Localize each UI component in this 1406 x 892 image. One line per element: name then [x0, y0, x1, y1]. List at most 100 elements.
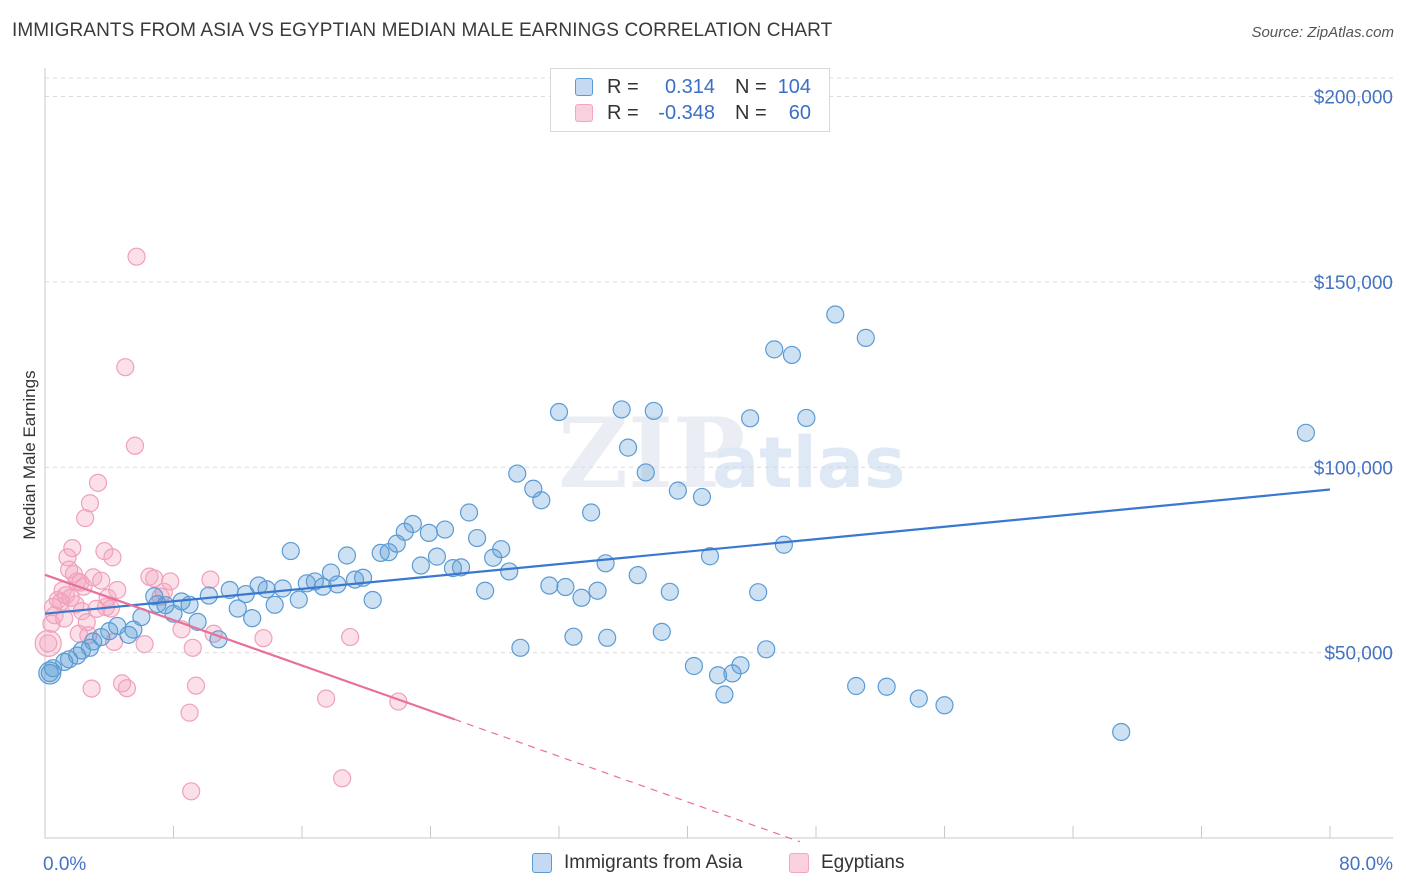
- point-immigrants-from-asia: [700, 547, 720, 566]
- bottom-legend-swatch-pink: [789, 853, 809, 873]
- point-immigrants-from-asia: [289, 590, 308, 609]
- point-egyptians: [161, 572, 180, 591]
- point-immigrants-from-asia: [797, 408, 816, 428]
- point-immigrants-from-asia: [321, 563, 341, 582]
- bottom-legend-label-asia: Immigrants from Asia: [564, 852, 743, 873]
- point-immigrants-from-asia: [596, 554, 615, 573]
- legend-n-label: N =: [735, 75, 767, 98]
- point-immigrants-from-asia: [628, 566, 647, 585]
- point-immigrants-from-asia: [43, 659, 63, 678]
- legend-r-value: -0.348: [658, 101, 715, 124]
- chart-title: IMMIGRANTS FROM ASIA VS EGYPTIAN MEDIAN …: [12, 20, 833, 41]
- y-tick-label: $100,000: [1314, 458, 1393, 479]
- point-egyptians: [80, 494, 100, 513]
- point-immigrants-from-asia: [909, 689, 928, 708]
- point-immigrants-from-asia: [826, 305, 845, 324]
- y-tick-label: $200,000: [1314, 88, 1393, 109]
- point-immigrants-from-asia: [572, 588, 591, 607]
- legend-r-label: R =: [607, 101, 639, 124]
- point-immigrants-from-asia: [265, 595, 284, 614]
- point-egyptians: [39, 634, 58, 653]
- correlation-legend: R = 0.314 N = 104 R = -0.348 N = 60: [550, 68, 830, 132]
- legend-row-egyptians: R = -0.348 N = 60: [575, 101, 811, 125]
- point-immigrants-from-asia: [684, 656, 704, 676]
- y-tick-label: $150,000: [1314, 273, 1393, 294]
- point-immigrants-from-asia: [692, 487, 712, 507]
- point-immigrants-from-asia: [427, 547, 447, 566]
- trendlines: [44, 488, 1331, 843]
- bottom-legend-asia[interactable]: Immigrants from Asia: [532, 852, 742, 874]
- watermark: ZIP atlas: [558, 397, 906, 510]
- point-immigrants-from-asia: [467, 528, 487, 548]
- legend-n-label: N =: [735, 101, 767, 124]
- point-egyptians: [108, 580, 127, 600]
- point-egyptians: [63, 538, 82, 558]
- point-egyptians: [182, 782, 201, 801]
- point-immigrants-from-asia: [243, 609, 262, 628]
- point-immigrants-from-asia: [1112, 722, 1131, 742]
- point-immigrants-from-asia: [257, 580, 276, 599]
- legend-row-asia: R = 0.314 N = 104: [575, 75, 811, 99]
- point-immigrants-from-asia: [935, 696, 954, 715]
- point-immigrants-from-asia: [582, 503, 601, 522]
- point-immigrants-from-asia: [549, 402, 569, 422]
- point-immigrants-from-asia: [281, 541, 300, 561]
- bottom-legend-swatch-blue: [532, 853, 552, 873]
- point-immigrants-from-asia: [228, 599, 247, 618]
- y-tick-label: $50,000: [1324, 644, 1393, 665]
- point-egyptians: [92, 571, 111, 590]
- point-egyptians: [125, 436, 145, 455]
- point-egyptians: [82, 679, 101, 698]
- bottom-legend-egyptians[interactable]: Egyptians: [789, 852, 904, 874]
- point-egyptians: [88, 473, 108, 492]
- point-egyptians: [34, 629, 62, 657]
- trendline-egyptians: [454, 718, 801, 843]
- point-immigrants-from-asia: [660, 582, 679, 601]
- axes: [44, 68, 1393, 839]
- point-egyptians: [135, 635, 154, 654]
- point-egyptians: [316, 689, 336, 708]
- point-immigrants-from-asia: [476, 581, 495, 600]
- point-immigrants-from-asia: [119, 625, 138, 644]
- point-immigrants-from-asia: [765, 340, 784, 359]
- bottom-legend-label-egyptians: Egyptians: [821, 852, 905, 873]
- point-immigrants-from-asia: [411, 556, 430, 575]
- point-immigrants-from-asia: [556, 577, 575, 597]
- point-egyptians: [103, 548, 122, 567]
- legend-swatch-pink: [575, 104, 593, 122]
- x-tick-label-min: 0.0%: [43, 854, 86, 875]
- point-immigrants-from-asia: [856, 328, 875, 347]
- legend-swatch-blue: [575, 78, 593, 96]
- point-immigrants-from-asia: [500, 562, 519, 581]
- point-egyptians: [180, 703, 199, 722]
- point-egyptians: [341, 627, 360, 647]
- point-immigrants-from-asia: [731, 656, 750, 675]
- point-immigrants-from-asia: [708, 666, 728, 685]
- point-egyptians: [77, 613, 96, 632]
- point-immigrants-from-asia: [459, 503, 479, 522]
- point-egyptians: [333, 769, 352, 788]
- trendline-egyptians: [44, 573, 455, 721]
- watermark-atlas: atlas: [712, 422, 906, 504]
- point-immigrants-from-asia: [451, 558, 471, 577]
- point-egyptians: [254, 629, 273, 648]
- point-immigrants-from-asia: [199, 586, 218, 605]
- point-immigrants-from-asia: [652, 622, 671, 641]
- point-immigrants-from-asia: [598, 628, 617, 647]
- point-immigrants-from-asia: [715, 685, 734, 704]
- point-egyptians: [66, 595, 85, 614]
- trendline-asia: [44, 488, 1331, 615]
- point-immigrants-from-asia: [511, 638, 530, 657]
- legend-r-label: R =: [607, 75, 639, 98]
- point-immigrants-from-asia: [644, 401, 663, 421]
- legend-n-value: 104: [777, 75, 811, 98]
- chart-source: Source: ZipAtlas.com: [1251, 24, 1394, 41]
- legend-r-value: 0.314: [664, 75, 715, 98]
- point-egyptians: [127, 247, 146, 266]
- point-immigrants-from-asia: [1296, 423, 1316, 442]
- point-immigrants-from-asia: [40, 663, 59, 683]
- point-egyptians: [116, 358, 135, 377]
- watermark-zip: ZIP: [558, 397, 745, 510]
- point-immigrants-from-asia: [741, 409, 760, 428]
- point-immigrants-from-asia: [774, 535, 793, 554]
